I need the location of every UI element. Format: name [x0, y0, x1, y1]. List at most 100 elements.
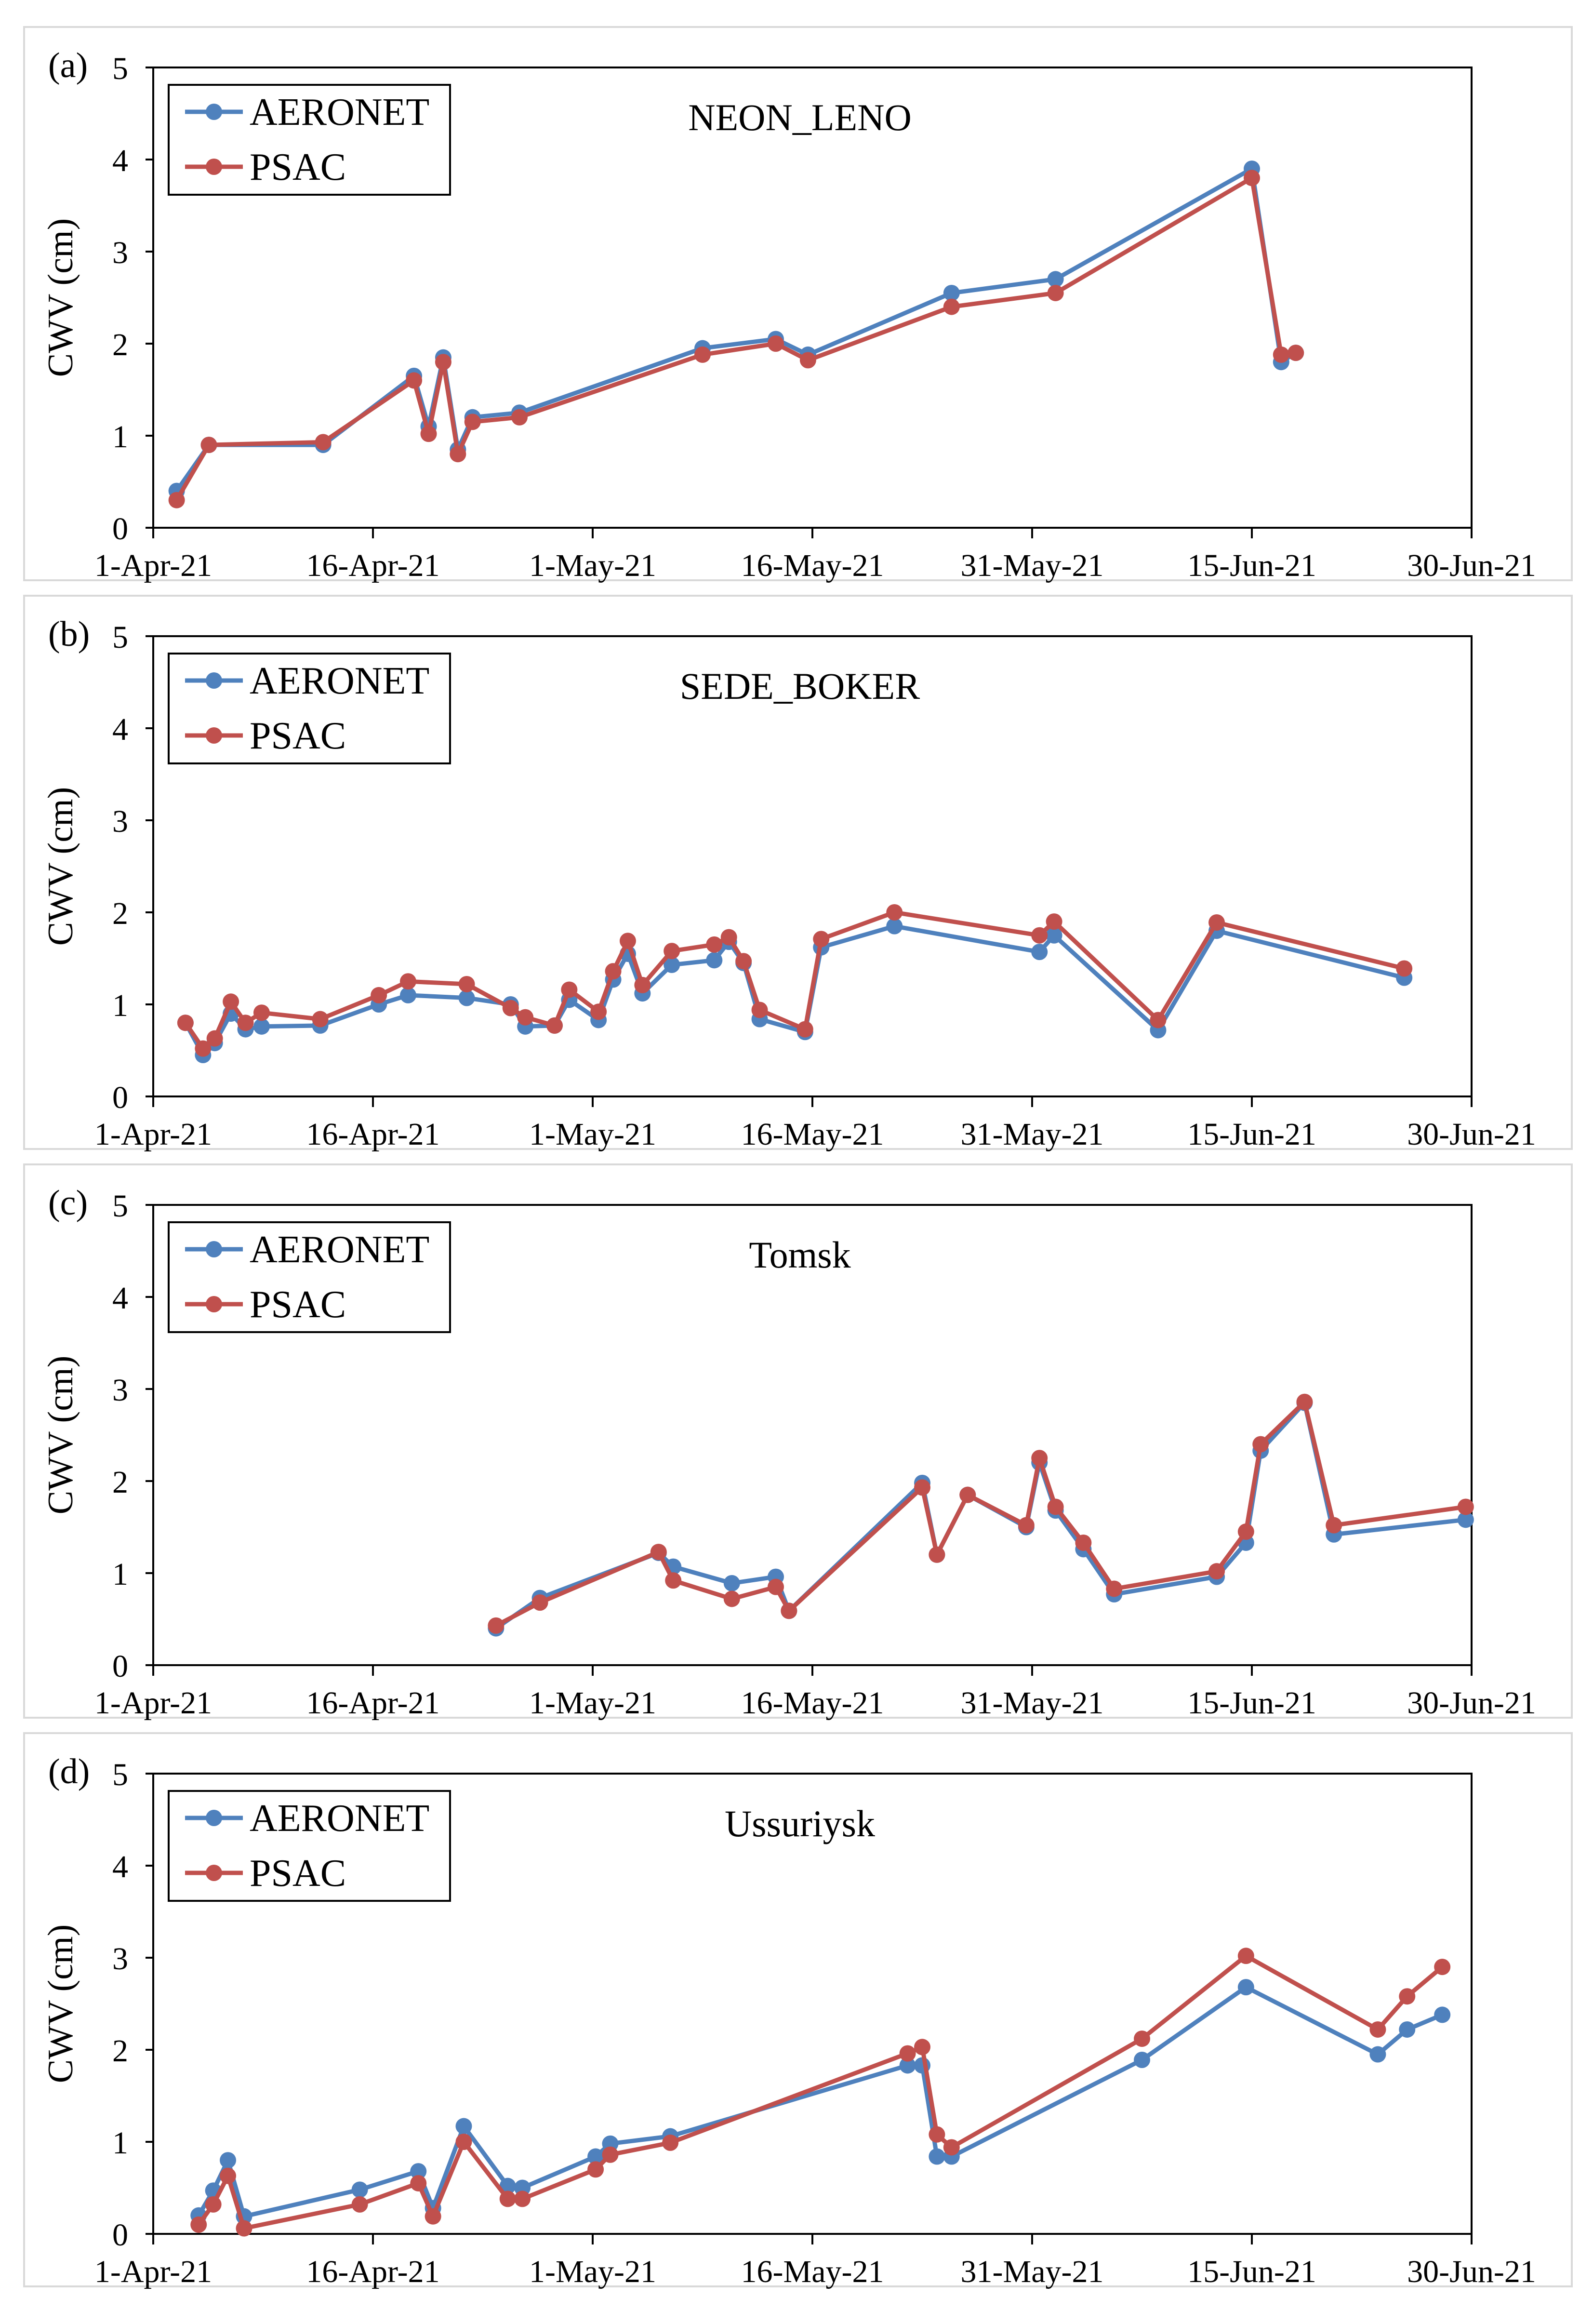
data-point-psac	[200, 437, 217, 454]
data-point-psac	[1237, 1948, 1254, 1964]
data-point-psac	[177, 1015, 194, 1031]
data-point-psac	[720, 929, 737, 946]
data-point-psac	[514, 2190, 531, 2207]
y-tick-label: 0	[112, 511, 128, 547]
data-point-psac	[531, 1594, 548, 1611]
data-point-psac	[650, 1544, 667, 1561]
legend-label-psac: PSAC	[250, 1852, 346, 1895]
data-point-psac	[1244, 170, 1260, 187]
panel-b: 0 1 2 3 4 5 1-Apr-21 16-Apr-21 1-May-21 16-May-21…	[23, 595, 1573, 1152]
data-point-psac	[205, 2196, 222, 2213]
legend-marker-aeronet	[206, 1241, 222, 1257]
data-point-psac	[1031, 927, 1048, 944]
y-tick-label: 1	[112, 419, 128, 454]
data-point-psac	[1018, 1517, 1035, 1534]
data-point-psac	[781, 1603, 797, 1619]
data-point-aeronet	[1237, 1979, 1254, 1996]
y-tick-label: 4	[112, 712, 128, 747]
data-point-aeronet	[1134, 2052, 1150, 2069]
legend: AERONET PSAC	[168, 1221, 451, 1333]
data-point-aeronet	[399, 987, 416, 1003]
legend-box	[168, 653, 451, 764]
data-point-aeronet	[886, 918, 903, 935]
y-tick-label: 3	[112, 804, 128, 839]
y-tick-label: 3	[112, 1941, 128, 1977]
y-axis-label: CWV (cm)	[41, 1356, 80, 1515]
data-point-psac	[1046, 913, 1062, 930]
x-tick-label: 15-Jun-21	[1187, 2254, 1316, 2289]
x-tick-label: 30-Jun-21	[1407, 2254, 1536, 2289]
data-point-psac	[406, 372, 423, 389]
data-point-psac	[1106, 1580, 1123, 1597]
y-tick-label: 1	[112, 2125, 128, 2161]
data-point-psac	[929, 2126, 945, 2143]
data-point-aeronet	[899, 2057, 916, 2074]
data-point-aeronet	[943, 284, 960, 301]
data-point-psac	[499, 2190, 516, 2207]
data-point-psac	[706, 936, 723, 953]
data-point-aeronet	[1046, 927, 1062, 944]
legend-label-psac: PSAC	[250, 1283, 346, 1326]
x-tick-label: 30-Jun-21	[1407, 1685, 1536, 1721]
data-point-psac	[435, 354, 451, 371]
data-point-psac	[351, 2196, 368, 2213]
panel-label: (d)	[48, 1752, 90, 1791]
data-point-psac	[1457, 1498, 1474, 1515]
legend-box	[168, 1221, 451, 1333]
y-axis-label: CWV (cm)	[41, 1924, 80, 2084]
x-tick-label: 16-May-21	[741, 548, 884, 583]
data-point-psac	[634, 976, 651, 993]
data-point-psac	[943, 2139, 960, 2156]
data-point-psac	[602, 2146, 619, 2163]
data-point-psac	[1399, 1988, 1416, 2005]
y-tick-label: 3	[112, 1373, 128, 1408]
y-tick-label: 3	[112, 235, 128, 270]
data-point-psac	[220, 2167, 237, 2184]
x-tick-label: 1-May-21	[529, 2254, 656, 2289]
x-tick-label: 1-Apr-21	[94, 1685, 212, 1721]
legend-marker-psac	[206, 159, 222, 175]
data-point-aeronet	[1031, 944, 1048, 961]
x-tick-label: 16-Apr-21	[306, 1685, 439, 1721]
legend: AERONET PSAC	[168, 1790, 451, 1902]
data-point-psac	[195, 1040, 212, 1057]
legend-marker-aeronet	[206, 672, 222, 689]
data-point-aeronet	[455, 2118, 472, 2135]
y-tick-label: 4	[112, 143, 128, 178]
y-tick-label: 4	[112, 1849, 128, 1884]
x-tick-label: 15-Jun-21	[1187, 1685, 1316, 1721]
data-point-psac	[1296, 1393, 1313, 1410]
legend-label-psac: PSAC	[250, 146, 346, 188]
data-point-psac	[511, 409, 528, 426]
x-tick-label: 16-Apr-21	[306, 548, 439, 583]
legend-label-aeronet: AERONET	[250, 660, 429, 702]
data-point-psac	[619, 933, 636, 949]
data-point-psac	[694, 346, 711, 363]
data-point-aeronet	[706, 952, 723, 969]
data-point-psac	[1208, 1563, 1225, 1580]
x-tick-label: 15-Jun-21	[1187, 1117, 1316, 1152]
data-point-psac	[723, 1590, 740, 1607]
data-point-psac	[1031, 1450, 1048, 1467]
data-point-psac	[1396, 960, 1413, 977]
data-point-psac	[662, 2134, 679, 2151]
data-point-psac	[590, 1003, 607, 1020]
data-point-psac	[768, 1578, 784, 1595]
legend-marker-psac	[206, 1296, 222, 1312]
data-point-psac	[371, 987, 387, 1003]
data-point-psac	[959, 1486, 976, 1503]
data-point-psac	[464, 414, 481, 430]
data-point-psac	[1208, 914, 1225, 931]
y-tick-label: 2	[112, 896, 128, 931]
data-point-psac	[1252, 1436, 1269, 1453]
y-tick-label: 0	[112, 1080, 128, 1115]
series-line-aeronet	[197, 1985, 1443, 2219]
data-point-psac	[799, 352, 816, 369]
data-point-aeronet	[1369, 2046, 1386, 2063]
y-tick-label: 1	[112, 988, 128, 1023]
data-point-aeronet	[458, 989, 475, 1006]
legend-marker-psac	[206, 1865, 222, 1881]
x-tick-label: 1-May-21	[529, 1685, 656, 1721]
panel-a: 0 1 2 3 4 5 1-Apr-21 16-Apr-21 1-May-21 16-May-21…	[23, 26, 1573, 583]
y-axis-label: CWV (cm)	[41, 787, 80, 946]
